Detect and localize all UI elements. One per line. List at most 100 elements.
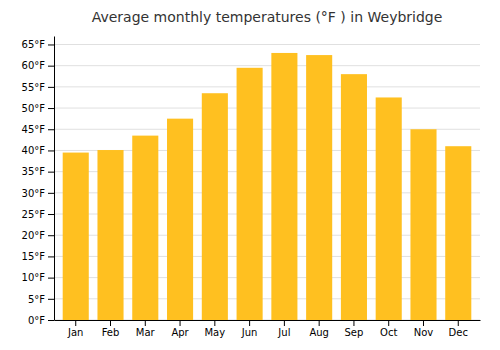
tick-label: 35°F — [22, 166, 46, 177]
tick-mark — [284, 320, 285, 326]
tick-label: Dec — [449, 327, 468, 338]
tick-mark — [48, 299, 54, 300]
bar — [445, 146, 471, 320]
grid-line — [54, 108, 480, 109]
y-axis: 0°F 5°F 10°F 15°F 20°F 25°F 30°F 35°F 40°F 45°F 50… — [22, 37, 55, 326]
bar — [167, 119, 193, 320]
bar — [132, 136, 158, 320]
x-tick: Oct — [380, 320, 397, 338]
x-tick: Jan — [67, 320, 83, 338]
tick-label: Oct — [380, 327, 397, 338]
chart-container: Jan Feb Mar Apr May Jun Jul Aug Sep Oct Nov Dec 0°F 5… — [0, 0, 500, 350]
plot-area — [63, 53, 472, 320]
tick-label: Apr — [171, 327, 189, 338]
bar — [237, 68, 263, 320]
y-tick: 5°F — [28, 294, 54, 305]
tick-mark — [48, 66, 54, 67]
bar — [97, 150, 123, 320]
bar — [63, 153, 89, 320]
title: Average monthly temperatures (°F ) in We… — [92, 9, 443, 25]
tick-label: 0°F — [28, 315, 45, 326]
grid-line — [54, 86, 480, 87]
tick-label: May — [204, 327, 225, 338]
tick-mark — [423, 320, 424, 326]
y-tick: 60°F — [22, 60, 54, 71]
tick-mark — [75, 320, 76, 326]
tick-mark — [48, 235, 54, 236]
y-tick: 40°F — [22, 145, 54, 156]
tick-mark — [214, 320, 215, 326]
chart-svg: Jan Feb Mar Apr May Jun Jul Aug Sep Oct Nov Dec 0°F 5… — [0, 0, 500, 350]
axis-domain — [54, 37, 55, 321]
tick-label: 30°F — [22, 188, 46, 199]
y-tick: 35°F — [22, 166, 54, 177]
y-tick: 55°F — [22, 82, 54, 93]
tick-label: Mar — [136, 327, 156, 338]
tick-mark — [319, 320, 320, 326]
grid-line — [54, 65, 480, 66]
bar — [306, 55, 332, 320]
tick-label: 55°F — [22, 82, 46, 93]
y-tick: 10°F — [22, 272, 54, 283]
x-tick: May — [204, 320, 225, 338]
tick-mark — [48, 214, 54, 215]
tick-label: Aug — [309, 327, 329, 338]
x-axis: Jan Feb Mar Apr May Jun Jul Aug Sep Oct Nov Dec — [55, 320, 481, 338]
bar — [202, 93, 228, 320]
x-tick: Mar — [136, 320, 156, 338]
y-tick: 25°F — [22, 209, 54, 220]
y-tick: 45°F — [22, 124, 54, 135]
y-tick: 0°F — [28, 315, 54, 326]
grid — [54, 44, 480, 320]
tick-mark — [48, 193, 54, 194]
bar — [271, 53, 297, 320]
tick-mark — [388, 320, 389, 326]
tick-mark — [249, 320, 250, 326]
x-tick: Apr — [171, 320, 189, 338]
tick-label: Feb — [102, 327, 120, 338]
y-tick: 65°F — [22, 39, 54, 50]
tick-label: Nov — [414, 327, 434, 338]
y-tick: 20°F — [22, 230, 54, 241]
y-tick: 30°F — [22, 188, 54, 199]
tick-label: Jun — [241, 327, 258, 338]
tick-mark — [180, 320, 181, 326]
tick-label: 15°F — [22, 251, 46, 262]
tick-label: 40°F — [22, 145, 46, 156]
tick-label: 50°F — [22, 103, 46, 114]
tick-label: 10°F — [22, 272, 46, 283]
tick-label: 60°F — [22, 60, 46, 71]
x-tick: Nov — [414, 320, 434, 338]
tick-mark — [48, 320, 54, 321]
axis-domain — [55, 320, 481, 321]
tick-mark — [48, 256, 54, 257]
tick-label: 25°F — [22, 209, 46, 220]
tick-mark — [110, 320, 111, 326]
tick-mark — [48, 150, 54, 151]
tick-mark — [48, 87, 54, 88]
tick-label: 45°F — [22, 124, 46, 135]
grid-line — [54, 44, 480, 45]
tick-mark — [48, 129, 54, 130]
tick-label: 65°F — [22, 39, 46, 50]
tick-mark — [353, 320, 354, 326]
tick-mark — [48, 108, 54, 109]
bar — [341, 74, 367, 320]
x-tick: Dec — [449, 320, 468, 338]
tick-label: Sep — [345, 327, 364, 338]
tick-mark — [458, 320, 459, 326]
x-tick: Aug — [309, 320, 329, 338]
tick-mark — [48, 44, 54, 45]
tick-mark — [48, 278, 54, 279]
tick-mark — [145, 320, 146, 326]
tick-mark — [48, 172, 54, 173]
tick-label: 5°F — [28, 294, 45, 305]
x-tick: Jul — [277, 320, 290, 338]
y-tick: 15°F — [22, 251, 54, 262]
bar — [410, 129, 436, 320]
x-tick: Feb — [102, 320, 120, 338]
y-tick: 50°F — [22, 103, 54, 114]
tick-label: 20°F — [22, 230, 46, 241]
tick-label: Jan — [67, 327, 83, 338]
bar — [376, 97, 402, 320]
